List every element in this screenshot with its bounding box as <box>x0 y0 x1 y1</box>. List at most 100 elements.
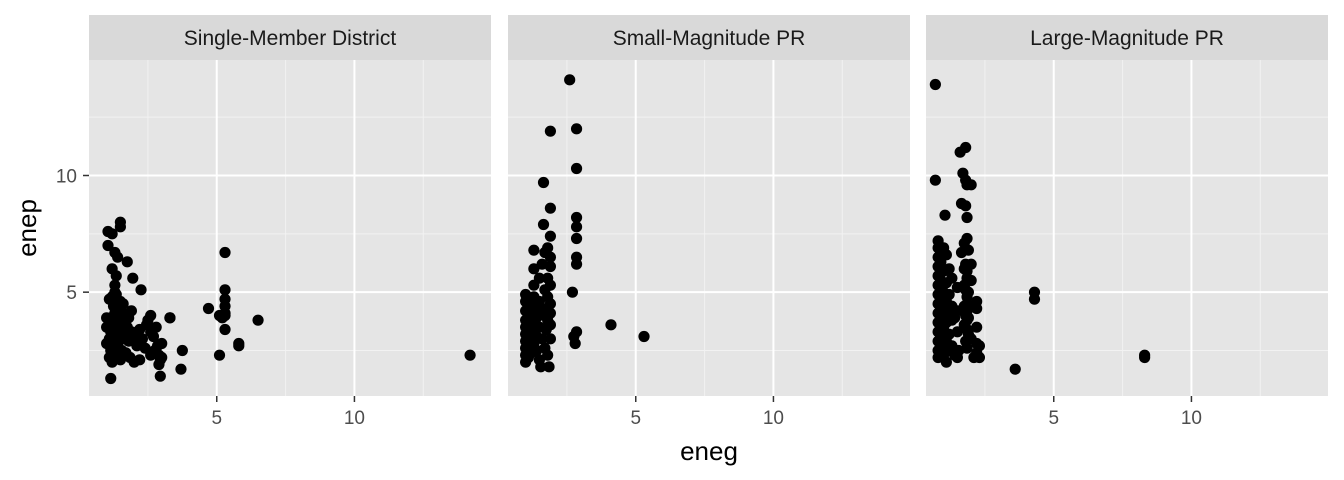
data-point <box>537 176 550 189</box>
facet-strip <box>926 15 1328 60</box>
data-point <box>535 361 547 373</box>
data-point <box>464 349 476 361</box>
data-point <box>544 125 557 137</box>
data-point <box>960 141 972 154</box>
data-point <box>102 239 114 252</box>
data-point <box>542 242 554 254</box>
data-point <box>940 249 952 261</box>
facet-panel: Single-Member District 5 10 <box>89 15 491 429</box>
data-point <box>110 270 122 282</box>
data-point <box>114 216 126 228</box>
data-point <box>961 232 973 245</box>
data-point <box>252 314 264 326</box>
data-point <box>213 349 226 361</box>
data-point <box>156 351 168 364</box>
data-point <box>117 298 129 310</box>
data-point <box>544 279 557 291</box>
data-point <box>943 288 955 301</box>
data-point <box>219 246 231 259</box>
data-point <box>536 333 548 345</box>
data-point <box>135 284 147 296</box>
x-tick-label: 5 <box>211 408 222 429</box>
data-point <box>127 272 139 284</box>
data-point <box>939 209 951 221</box>
data-point <box>961 211 973 224</box>
data-point <box>176 344 188 357</box>
data-point <box>544 260 557 273</box>
data-point <box>965 274 977 287</box>
data-point <box>570 221 583 233</box>
data-point <box>570 123 583 135</box>
y-axis: 5 10 <box>56 167 89 304</box>
data-point <box>147 330 160 343</box>
data-point <box>965 258 977 270</box>
x-tick-label: 10 <box>344 408 365 429</box>
x-tick-label: 5 <box>1048 408 1059 429</box>
panel-background <box>926 60 1328 396</box>
data-point <box>544 251 557 263</box>
x-tick-label: 10 <box>763 408 784 429</box>
data-point <box>940 356 952 368</box>
data-points <box>929 78 1151 375</box>
data-point <box>960 200 972 212</box>
data-point <box>134 354 146 366</box>
y-tick-label: 10 <box>56 167 77 188</box>
data-point <box>542 349 554 361</box>
data-point <box>946 272 958 284</box>
y-axis-title: enep <box>12 199 42 257</box>
data-point <box>1009 363 1021 375</box>
data-point <box>973 351 986 364</box>
data-point <box>537 218 550 231</box>
data-point <box>105 372 117 385</box>
data-point <box>1139 351 1151 364</box>
data-point <box>154 370 166 382</box>
data-point <box>971 302 983 315</box>
data-point <box>528 263 540 275</box>
data-point <box>125 305 138 317</box>
data-point <box>962 312 975 324</box>
data-point <box>962 286 975 298</box>
data-point <box>202 302 215 315</box>
data-point <box>219 323 231 336</box>
data-point <box>929 78 941 91</box>
data-point <box>564 74 576 86</box>
data-point <box>971 321 983 333</box>
data-point <box>528 244 540 256</box>
data-point <box>145 309 157 322</box>
data-point <box>962 244 975 256</box>
data-point <box>219 284 231 296</box>
data-point <box>533 272 545 284</box>
data-point <box>150 321 162 333</box>
data-point <box>951 326 963 338</box>
data-point <box>544 298 557 310</box>
data-point <box>566 286 579 298</box>
facet-strip-label: Large-Magnitude PR <box>1030 27 1224 50</box>
data-point <box>106 228 118 240</box>
data-point <box>156 337 168 350</box>
facet-strip-label: Small-Magnitude PR <box>613 27 806 50</box>
data-point <box>175 363 187 375</box>
data-point <box>219 309 231 322</box>
facet-panel: Large-Magnitude PR 5 10 <box>926 15 1328 429</box>
data-point <box>973 340 986 352</box>
data-point <box>544 319 557 331</box>
facet-panel: Small-Magnitude PR 5 10 <box>508 15 910 429</box>
panel-background <box>508 60 910 396</box>
y-tick-label: 5 <box>66 283 77 304</box>
x-tick-label: 10 <box>1181 408 1202 429</box>
data-point <box>605 319 617 331</box>
data-point <box>136 333 149 345</box>
data-point <box>570 258 583 270</box>
data-point <box>943 263 955 275</box>
data-point <box>544 202 557 214</box>
data-point <box>544 333 557 345</box>
data-point <box>965 179 977 191</box>
data-point <box>1028 293 1041 305</box>
data-point <box>569 337 581 350</box>
data-point <box>638 330 650 343</box>
data-point <box>570 232 583 245</box>
data-point <box>961 342 973 354</box>
data-point <box>570 162 583 175</box>
